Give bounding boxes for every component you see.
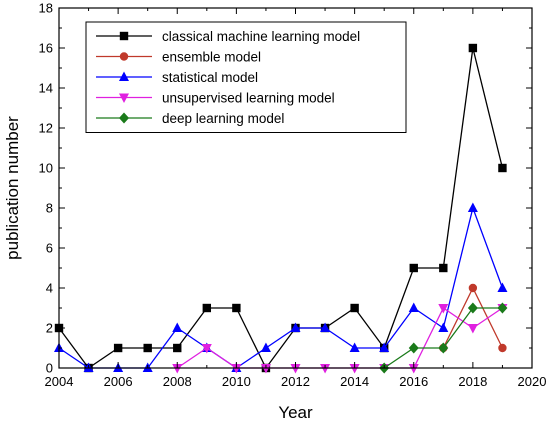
series-line-2 bbox=[58, 205, 504, 369]
series-0-point-5 bbox=[202, 303, 212, 313]
series-3-point-0 bbox=[172, 364, 183, 374]
series-3-point-6 bbox=[349, 364, 360, 374]
series-line-4 bbox=[383, 307, 503, 369]
series-2-point-10 bbox=[349, 342, 360, 352]
y-tick-label-1: 2 bbox=[46, 321, 53, 336]
x-tick-label-0: 2004 bbox=[45, 374, 74, 389]
y-tick-label-9: 18 bbox=[39, 1, 53, 16]
y-tick-label-0: 0 bbox=[46, 361, 53, 376]
series-3-point-2 bbox=[231, 364, 242, 374]
series-0-point-6 bbox=[232, 303, 241, 313]
series-2-point-14 bbox=[467, 202, 478, 212]
series-0-point-15 bbox=[498, 163, 507, 173]
axes-layer: 2004 2006 2008 2010 2012 2014 2016 2018 2020 0 2 4 6… bbox=[39, 1, 547, 390]
series-2-point-12 bbox=[408, 302, 419, 312]
x-tick-label-4: 2012 bbox=[281, 374, 310, 389]
y-tick-label-2: 4 bbox=[46, 281, 53, 296]
x-tick-label-1: 2006 bbox=[104, 374, 133, 389]
series-0-point-13 bbox=[439, 263, 448, 273]
y-tick-label-8: 16 bbox=[39, 41, 53, 56]
series-4-point-1 bbox=[408, 342, 419, 354]
series-0-point-12 bbox=[409, 263, 418, 273]
legend-label-1: ensemble model bbox=[162, 50, 261, 65]
series-3-point-5 bbox=[320, 364, 331, 374]
legend-marker-0 bbox=[119, 31, 129, 41]
legend-label-2: statistical model bbox=[162, 70, 258, 85]
x-axis-title: Year bbox=[278, 403, 313, 422]
legend-marker-1 bbox=[119, 52, 129, 61]
series-2-point-11 bbox=[379, 342, 390, 352]
series-2-point-13 bbox=[438, 322, 449, 332]
series-2-point-7 bbox=[260, 342, 271, 352]
x-tick-label-8: 2020 bbox=[518, 374, 547, 389]
y-axis-title: publication number bbox=[3, 116, 22, 260]
series-0-point-3 bbox=[143, 343, 152, 353]
x-tick-label-2: 2008 bbox=[163, 374, 192, 389]
series-2-point-4 bbox=[172, 322, 183, 332]
series-3-point-10 bbox=[467, 324, 478, 334]
x-tick-label-7: 2018 bbox=[458, 374, 487, 389]
series-0-point-2 bbox=[113, 343, 123, 353]
series-3-point-8 bbox=[408, 364, 419, 374]
y-tick-label-6: 12 bbox=[39, 121, 53, 136]
legend: classical machine learning model ensemble… bbox=[85, 21, 407, 133]
series-4 bbox=[379, 302, 508, 374]
series-2-point-8 bbox=[290, 322, 301, 332]
legend-marker-3 bbox=[119, 93, 129, 103]
series-0-point-4 bbox=[173, 343, 182, 353]
y-tick-label-5: 10 bbox=[39, 161, 53, 176]
series-1-point-2 bbox=[498, 343, 507, 353]
series-line-1 bbox=[442, 286, 504, 349]
series-2-point-9 bbox=[320, 322, 331, 332]
x-tick-label-6: 2016 bbox=[399, 374, 428, 389]
series-3-point-9 bbox=[438, 304, 449, 314]
series-4-point-4 bbox=[497, 302, 508, 314]
legend-label-0: classical machine learning model bbox=[162, 29, 360, 44]
series-2-point-15 bbox=[497, 282, 508, 292]
y-tick-label-4: 8 bbox=[46, 201, 53, 216]
series-0-point-10 bbox=[350, 303, 359, 313]
legend-label-3: unsupervised learning model bbox=[162, 91, 335, 106]
legend-marker-4 bbox=[119, 112, 129, 124]
y-tick-label-3: 6 bbox=[46, 241, 53, 256]
y-tick-label-7: 14 bbox=[39, 81, 53, 96]
legend-label-4: deep learning model bbox=[162, 111, 284, 126]
series-0-point-14 bbox=[468, 43, 478, 53]
x-tick-label-3: 2010 bbox=[222, 374, 251, 389]
series-line-0 bbox=[58, 47, 504, 370]
series-3-point-1 bbox=[201, 344, 212, 354]
x-tick-label-5: 2014 bbox=[340, 374, 369, 389]
series-4-point-2 bbox=[438, 342, 449, 354]
legend-marker-2 bbox=[119, 71, 129, 81]
series-3-point-3 bbox=[260, 364, 271, 374]
series-1-point-1 bbox=[468, 283, 478, 293]
series-1 bbox=[439, 283, 507, 353]
series-3-point-4 bbox=[290, 364, 301, 374]
series-4-point-3 bbox=[467, 302, 478, 314]
